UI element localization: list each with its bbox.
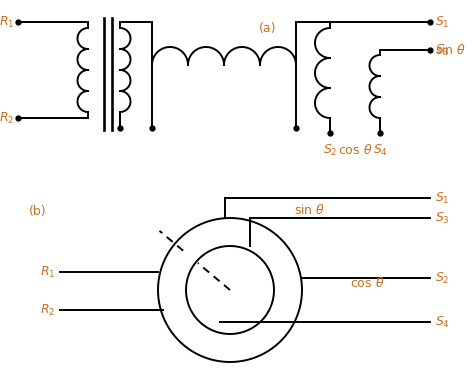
Text: sin $\theta$: sin $\theta$ [294,203,326,217]
Text: $R_2$: $R_2$ [40,303,55,318]
Text: $S_3$: $S_3$ [435,211,450,226]
Text: $S_4$: $S_4$ [373,143,387,158]
Text: (a): (a) [259,22,277,35]
Text: $R_2$: $R_2$ [0,110,14,126]
Text: $S_1$: $S_1$ [435,191,450,206]
Text: sin $\theta$: sin $\theta$ [435,43,466,57]
Text: $S_1$: $S_1$ [435,15,450,30]
Text: $S_2$: $S_2$ [435,270,449,286]
Text: $S_2$: $S_2$ [323,143,337,158]
Text: $R_1$: $R_1$ [0,15,14,30]
Text: cos $\theta$: cos $\theta$ [350,276,385,290]
Text: $S_3$: $S_3$ [435,42,450,57]
Text: $R_1$: $R_1$ [40,264,55,280]
Text: $S_4$: $S_4$ [435,315,450,330]
Text: cos $\theta$: cos $\theta$ [338,143,372,157]
Text: (b): (b) [29,205,47,218]
